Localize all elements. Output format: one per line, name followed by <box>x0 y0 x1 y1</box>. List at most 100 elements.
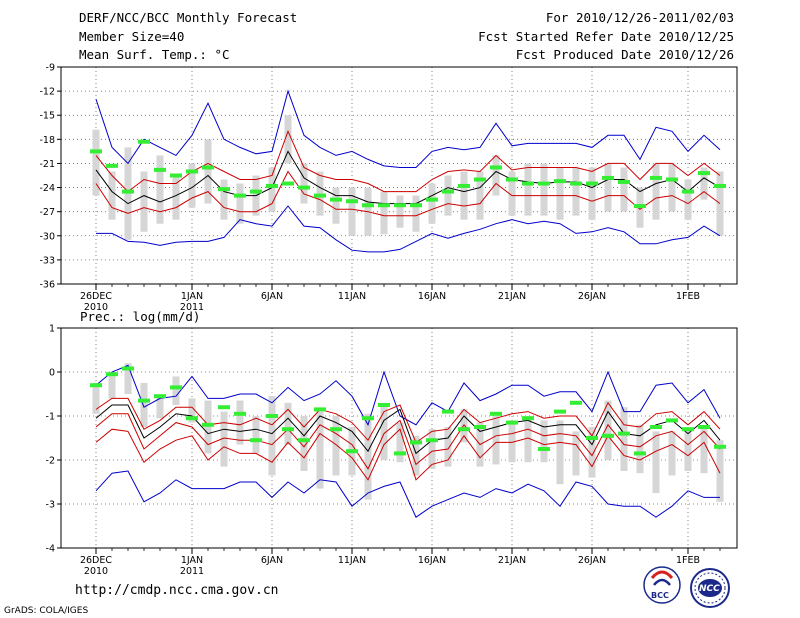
spread-box <box>588 427 596 478</box>
x-tick-label: 1JAN <box>181 291 203 302</box>
x-tick-label: 26JAN <box>578 291 606 302</box>
median-marker <box>394 451 406 456</box>
y-tick-label: -36 <box>39 280 55 291</box>
spread-box <box>444 427 452 467</box>
x-tick-label: 26JAN <box>578 555 606 566</box>
spread-box <box>716 171 724 236</box>
plot-frame <box>60 327 738 549</box>
spread-box <box>700 427 708 474</box>
y-tick-label: -15 <box>39 111 55 122</box>
median-marker <box>410 440 422 445</box>
median-marker <box>346 199 358 204</box>
median-marker <box>666 418 678 423</box>
spread-box <box>524 416 532 463</box>
spread-box <box>300 416 308 471</box>
spread-box <box>284 115 292 164</box>
median-marker <box>106 163 118 168</box>
median-marker <box>234 411 246 416</box>
variable-label: Mean Surf. Temp.: °C <box>79 47 230 62</box>
spread-box <box>620 167 628 212</box>
spread-box <box>700 167 708 200</box>
spread-box <box>668 431 676 476</box>
source-url-link[interactable]: http://cmdp.ncc.cma.gov.cn <box>75 583 279 598</box>
spread-box <box>156 396 164 419</box>
spread-box <box>652 163 660 220</box>
median-marker <box>538 181 550 186</box>
chart-title: DERF/NCC/BCC Monthly Forecast <box>79 10 298 25</box>
median-marker <box>202 165 214 170</box>
median-marker <box>394 203 406 208</box>
y-tick-label: -9 <box>46 63 55 74</box>
median-marker <box>586 436 598 440</box>
median-marker <box>170 385 182 390</box>
member-size-label: Member Size=40 <box>79 29 185 44</box>
spread-box <box>316 411 324 489</box>
spread-box <box>684 179 692 220</box>
spread-box <box>412 195 420 232</box>
y-tick-label: -12 <box>39 87 55 98</box>
spread-box <box>380 402 388 460</box>
median-marker <box>266 183 278 188</box>
x-tick-label: 26DEC <box>80 291 112 302</box>
spread-box <box>428 183 436 224</box>
lower-spread-line <box>95 170 721 217</box>
spread-box <box>460 171 468 220</box>
spread-box <box>188 163 196 208</box>
y-tick-label: -24 <box>39 183 55 194</box>
median-marker <box>714 183 726 188</box>
median-marker <box>266 414 278 418</box>
median-marker <box>218 405 230 410</box>
median-marker <box>426 197 438 202</box>
median-marker <box>106 372 118 377</box>
spread-box <box>444 175 452 216</box>
median-marker <box>298 185 310 190</box>
median-marker <box>362 416 374 421</box>
median-marker <box>698 425 710 429</box>
forecast-started-label: Fcst Started Refer Date 2010/12/25 <box>478 29 734 44</box>
median-marker <box>122 366 134 371</box>
median-marker <box>250 438 262 443</box>
median-marker <box>618 179 630 184</box>
spread-box <box>188 398 196 423</box>
median-marker <box>650 175 662 180</box>
spread-box <box>396 422 404 463</box>
median-marker <box>410 203 422 208</box>
spread-box <box>572 167 580 216</box>
median-marker <box>234 193 246 198</box>
median-marker <box>218 187 230 192</box>
median-marker <box>378 403 390 407</box>
spread-box <box>348 187 356 236</box>
ncc-logo-text: NCC <box>699 584 720 594</box>
median-marker <box>666 177 678 182</box>
median-marker <box>522 416 534 421</box>
spread-box <box>508 420 516 463</box>
spread-box <box>332 416 340 476</box>
median-marker <box>602 175 614 180</box>
spread-box <box>428 429 436 469</box>
y-tick-label: -2 <box>46 456 55 467</box>
upper-spread-line <box>95 129 721 193</box>
spread-box <box>284 402 292 445</box>
y-tick-label: -30 <box>39 231 55 242</box>
median-marker <box>138 139 150 144</box>
spread-box <box>220 411 228 467</box>
x-tick-label: 16JAN <box>418 291 446 302</box>
y-tick-label: -18 <box>39 135 55 146</box>
median-marker <box>586 181 598 186</box>
median-marker <box>170 173 182 178</box>
spread-box <box>492 416 500 465</box>
plot-frame <box>60 66 738 285</box>
spread-box <box>172 175 180 220</box>
spread-box <box>268 167 276 212</box>
spread-box <box>540 420 548 463</box>
median-marker <box>570 400 582 405</box>
spread-box <box>236 183 244 224</box>
max-envelope-line <box>95 364 721 427</box>
y-tick-label: -33 <box>39 255 55 266</box>
median-marker <box>506 420 518 425</box>
median-marker <box>714 444 726 449</box>
spread-box <box>252 416 260 454</box>
grads-credit: GrADS: COLA/IGES <box>4 606 89 616</box>
median-marker <box>618 431 630 436</box>
